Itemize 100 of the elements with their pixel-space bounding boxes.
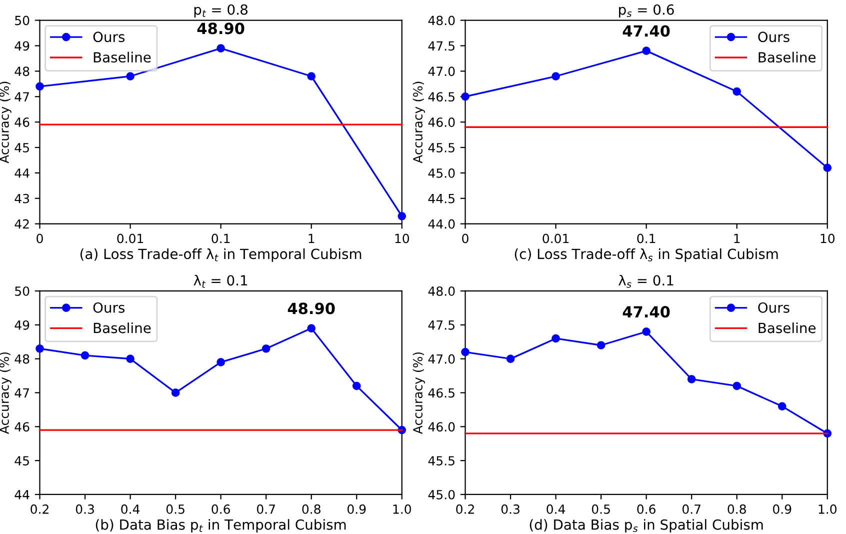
point bbox=[732, 87, 742, 96]
y-tick-label: 47.0 bbox=[428, 66, 455, 76]
point bbox=[398, 212, 406, 220]
x-tick-label: 0.2 bbox=[456, 504, 474, 514]
chart-title: λ$_{t}$ = 0.1 bbox=[194, 274, 248, 288]
x-tick-label: 0 bbox=[36, 234, 43, 244]
y-tick-label: 45 bbox=[14, 456, 29, 466]
x-tick-label: 0.3 bbox=[76, 504, 94, 514]
y-tick-label: 44 bbox=[14, 490, 30, 500]
legend-label: Ours bbox=[758, 32, 790, 42]
y-tick-label: 48 bbox=[14, 354, 30, 364]
x-tick-label: 1.0 bbox=[818, 504, 836, 514]
y-tick-label: 46.0 bbox=[428, 422, 455, 432]
x-tick-label: 0.2 bbox=[30, 504, 48, 514]
chart-title: p$_{t}$ = 0.8 bbox=[194, 4, 248, 18]
y-tick-label: 47 bbox=[14, 92, 29, 102]
x-tick-label: 0.3 bbox=[501, 504, 520, 514]
legend-label: Baseline bbox=[94, 52, 151, 63]
x-tick-label: 0.8 bbox=[302, 504, 320, 514]
y-axis-title: Accuracy (%) bbox=[412, 352, 425, 434]
point bbox=[552, 334, 560, 343]
y-tick-label: 49 bbox=[14, 41, 30, 51]
x-axis-title: (b) Data Bias p$_{t}$ in Temporal Cubism bbox=[96, 519, 346, 533]
y-tick-label: 46.5 bbox=[428, 92, 454, 102]
point bbox=[36, 344, 44, 353]
y-tick-label: 48.0 bbox=[428, 16, 455, 26]
x-tick-label: 0.7 bbox=[682, 504, 700, 514]
annotation: 47.40 bbox=[622, 25, 670, 37]
x-tick-label: 0.01 bbox=[117, 234, 144, 244]
y-tick-label: 45.5 bbox=[428, 456, 454, 466]
x-tick-label: 10 bbox=[820, 234, 835, 244]
legend-label: Baseline bbox=[758, 322, 816, 334]
point bbox=[80, 351, 90, 360]
point bbox=[732, 382, 742, 390]
point bbox=[687, 374, 696, 384]
y-tick-label: 45.0 bbox=[428, 168, 455, 178]
x-tick-label: 0.6 bbox=[637, 504, 656, 514]
y-tick-label: 46 bbox=[14, 422, 30, 432]
point bbox=[216, 44, 225, 52]
point bbox=[262, 344, 270, 353]
x-tick-label: 0.01 bbox=[542, 234, 569, 244]
x-tick-label: 0.9 bbox=[348, 504, 366, 514]
legend-label: Ours bbox=[93, 32, 125, 42]
y-tick-label: 42 bbox=[14, 219, 29, 229]
point bbox=[778, 402, 786, 410]
x-tick-label: 0.5 bbox=[592, 504, 610, 514]
y-tick-label: 49 bbox=[14, 320, 30, 330]
point bbox=[126, 354, 134, 363]
legend-label: Baseline bbox=[94, 322, 151, 334]
x-axis-title: (d) Data Bias p$_{s}$ in Spatial Cubism bbox=[530, 519, 763, 533]
y-tick-label: 50 bbox=[15, 16, 30, 26]
y-tick-label: 48.0 bbox=[428, 286, 455, 296]
legend-label: Ours bbox=[93, 302, 125, 313]
point bbox=[642, 328, 650, 336]
x-tick-label: 0.4 bbox=[121, 504, 140, 514]
x-tick-label: 1 bbox=[734, 234, 740, 244]
x-tick-label: 0.1 bbox=[212, 234, 230, 244]
x-tick-label: 1 bbox=[308, 234, 314, 244]
point bbox=[552, 72, 560, 80]
y-tick-label: 47.5 bbox=[428, 320, 454, 330]
point bbox=[307, 324, 316, 332]
y-tick-label: 46.5 bbox=[428, 388, 454, 398]
chart-title: p$_{s}$ = 0.6 bbox=[619, 4, 674, 18]
y-tick-label: 46 bbox=[14, 118, 30, 127]
x-tick-label: 0.7 bbox=[256, 504, 275, 514]
y-tick-label: 46.0 bbox=[428, 118, 455, 127]
y-tick-label: 48 bbox=[14, 66, 30, 76]
y-tick-label: 44.0 bbox=[428, 219, 455, 229]
y-tick-label: 47.5 bbox=[428, 41, 454, 51]
annotation: 47.40 bbox=[622, 306, 670, 318]
point bbox=[307, 72, 316, 80]
y-tick-label: 45.5 bbox=[428, 143, 454, 152]
y-tick-label: 50 bbox=[15, 286, 30, 296]
y-axis-title: Accuracy (%) bbox=[412, 82, 425, 164]
y-tick-label: 43 bbox=[14, 194, 30, 204]
y-tick-label: 44 bbox=[14, 168, 30, 178]
x-tick-label: 1.0 bbox=[393, 504, 411, 514]
point bbox=[36, 82, 44, 91]
point bbox=[216, 358, 225, 366]
y-tick-label: 44.5 bbox=[428, 194, 454, 204]
x-axis-title: (a) Loss Trade-off λ$_{t}$ in Temporal Cubism bbox=[80, 248, 362, 262]
legend-label: Baseline bbox=[758, 52, 816, 63]
legend-label: Ours bbox=[758, 302, 790, 313]
x-axis-title: (c) Loss Trade-off λ$_{s}$ in Spatial Cubism bbox=[514, 248, 778, 262]
y-tick-label: 45 bbox=[14, 143, 29, 152]
point bbox=[823, 164, 832, 172]
x-tick-label: 0.5 bbox=[166, 504, 184, 514]
x-tick-label: 0.8 bbox=[728, 504, 746, 514]
x-tick-label: 0 bbox=[462, 234, 468, 244]
x-tick-label: 0.9 bbox=[773, 504, 792, 514]
point bbox=[171, 388, 180, 397]
x-tick-label: 0.1 bbox=[637, 234, 656, 244]
x-tick-label: 10 bbox=[395, 234, 410, 244]
annotation: 48.90 bbox=[197, 22, 244, 34]
x-tick-label: 0.4 bbox=[546, 504, 566, 514]
point bbox=[596, 341, 606, 350]
point bbox=[126, 72, 134, 80]
point bbox=[352, 382, 361, 390]
point bbox=[642, 46, 650, 55]
y-tick-label: 47 bbox=[14, 388, 29, 398]
